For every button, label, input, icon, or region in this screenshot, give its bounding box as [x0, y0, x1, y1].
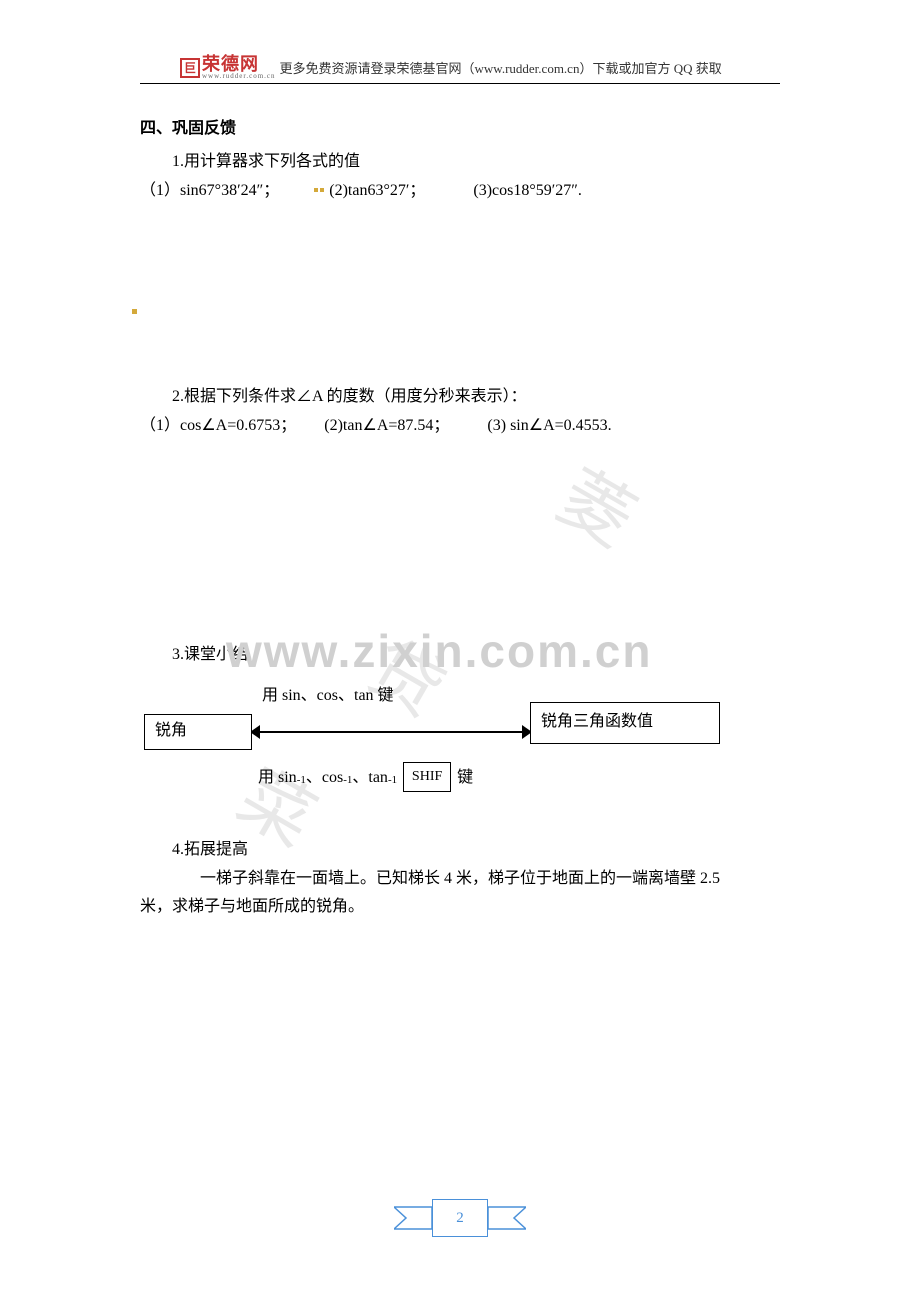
- q1-title: 1.用计算器求下列各式的值: [140, 148, 780, 177]
- q1-parts: （1）sin67°38′24″； (2)tan63°27′； (3)cos18°…: [140, 177, 780, 206]
- shif-key-box: SHIF: [403, 762, 451, 792]
- diagram-right-box: 锐角三角函数值: [530, 702, 720, 744]
- q2-block: 2.根据下列条件求∠A 的度数（用度分秒来表示）： （1）cos∠A=0.675…: [140, 383, 780, 441]
- q4-line2: 米，求梯子与地面所成的锐角。: [140, 893, 780, 922]
- ribbon-right-icon: [488, 1203, 526, 1233]
- q2-title: 2.根据下列条件求∠A 的度数（用度分秒来表示）：: [140, 383, 780, 412]
- ribbon-left-icon: [394, 1203, 432, 1233]
- bottom-mid1: 、cos: [306, 764, 343, 793]
- page-number-ribbon: 2: [394, 1199, 526, 1237]
- bottom-prefix: 用 sin: [258, 764, 297, 793]
- inverse-sup: -1: [388, 771, 397, 791]
- logo-text: 荣德网: [202, 55, 276, 73]
- summary-title: 3.课堂小结: [140, 641, 780, 670]
- page-header: 巨 荣德网 www.rudder.com.cn 更多免费资源请登录荣德基官网（w…: [180, 55, 780, 80]
- q4-block: 4.拓展提高 一梯子斜靠在一面墙上。已知梯长 4 米，梯子位于地面上的一端离墙壁…: [140, 836, 780, 922]
- q4-line1: 一梯子斜靠在一面墙上。已知梯长 4 米，梯子位于地面上的一端离墙壁 2.5: [140, 865, 780, 894]
- dot-icon: [314, 188, 318, 192]
- arrow-line: [252, 731, 530, 733]
- inverse-sup: -1: [297, 771, 306, 791]
- header-divider: [140, 83, 780, 84]
- watermark-stamp-icon: 菱: [532, 436, 659, 584]
- q4-title: 4.拓展提高: [140, 836, 780, 865]
- logo-wrap: 荣德网 www.rudder.com.cn: [202, 55, 276, 80]
- diagram-left-box: 锐角: [144, 714, 252, 750]
- summary-block: 3.课堂小结 用 sin、cos、tan 键 锐角 锐角三角函数值 用 sin-…: [140, 641, 780, 806]
- page-number: 2: [432, 1199, 488, 1237]
- q1-part3: (3)cos18°59′27″.: [473, 182, 582, 199]
- q1-part2: (2)tan63°27′；: [329, 182, 425, 199]
- tiny-mark-icon: [132, 309, 137, 314]
- q2-part3: (3) sin∠A=0.4553.: [487, 417, 611, 434]
- section-title: 四、巩固反馈: [140, 115, 780, 144]
- bottom-mid2: 、tan: [352, 764, 388, 793]
- diagram-bottom-label: 用 sin-1 、cos-1 、tan-1 SHIF 键: [258, 764, 473, 794]
- dot-icon: [320, 188, 324, 192]
- header-description: 更多免费资源请登录荣德基官网（www.rudder.com.cn）下载或加官方 …: [280, 58, 722, 77]
- page-content: 四、巩固反馈 1.用计算器求下列各式的值 （1）sin67°38′24″； (2…: [140, 115, 780, 922]
- q2-part1: （1）cos∠A=0.6753；: [140, 417, 296, 434]
- logo-icon: 巨: [180, 58, 200, 78]
- diagram-top-label: 用 sin、cos、tan 键: [262, 682, 394, 711]
- summary-diagram: 用 sin、cos、tan 键 锐角 锐角三角函数值 用 sin-1 、cos-…: [140, 676, 780, 806]
- page-footer: 2: [0, 1199, 920, 1237]
- inverse-sup: -1: [343, 771, 352, 791]
- logo-sub: www.rudder.com.cn: [202, 73, 276, 80]
- q2-parts: （1）cos∠A=0.6753； (2)tan∠A=87.54； (3) sin…: [140, 412, 780, 441]
- q2-part2: (2)tan∠A=87.54；: [324, 417, 449, 434]
- q1-part1: （1）sin67°38′24″；: [140, 182, 279, 199]
- bottom-suffix: 键: [457, 764, 473, 793]
